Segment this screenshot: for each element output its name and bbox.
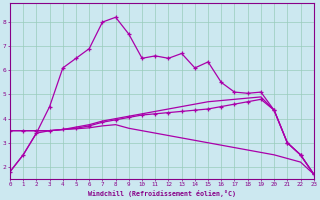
X-axis label: Windchill (Refroidissement éolien,°C): Windchill (Refroidissement éolien,°C) <box>88 190 236 197</box>
